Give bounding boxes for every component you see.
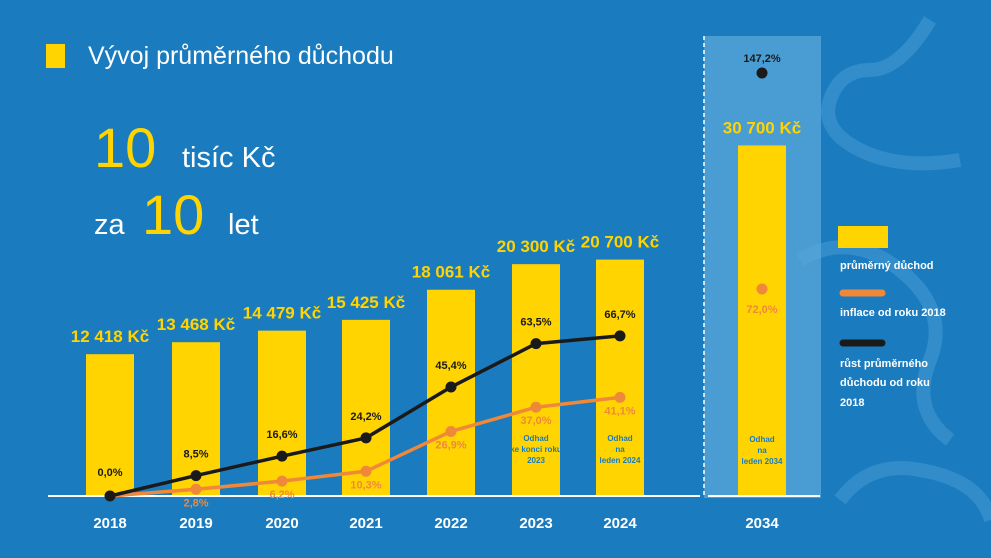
legend-orange-label: inflace od roku 2018	[840, 307, 946, 319]
lines-layer	[104, 67, 768, 502]
bar-2022	[427, 289, 475, 496]
bar-2023	[512, 264, 560, 496]
point-inflation-2024	[614, 391, 626, 403]
annotation-2034-line-2: na	[757, 446, 767, 455]
point-growth-2022	[445, 381, 457, 393]
annotation-2023-line-2: ke konci roku	[510, 445, 562, 454]
bar-value-label-2023: 20 300 Kč	[497, 237, 575, 256]
point-label-growth-2023: 63,5%	[520, 317, 551, 329]
year-label-2019: 2019	[179, 515, 212, 532]
point-inflation-2023	[530, 401, 542, 413]
point-inflation-2034	[756, 283, 768, 295]
bar-2018	[86, 354, 134, 496]
annotation-2034-line-1: Odhad	[749, 435, 774, 444]
point-label-inflation-2021: 10,3%	[350, 479, 381, 491]
bar-value-label-2019: 13 468 Kč	[157, 315, 235, 334]
headline-unit-2: let	[228, 209, 259, 241]
year-label-2021: 2021	[349, 515, 382, 532]
point-inflation-2022	[445, 425, 457, 437]
point-label-inflation-2022: 26,9%	[435, 439, 466, 451]
bar-value-label-2022: 18 061 Kč	[412, 263, 490, 282]
point-growth-2018	[104, 490, 116, 502]
year-label-2022: 2022	[434, 515, 467, 532]
bar-value-label-2024: 20 700 Kč	[581, 233, 659, 252]
year-label-2018: 2018	[93, 515, 126, 532]
legend: průměrný důchod inflace od roku 2018 růs…	[838, 226, 946, 409]
point-growth-2019	[190, 470, 202, 482]
point-growth-2024	[614, 330, 626, 342]
bar-2020	[258, 330, 306, 496]
page-title: Vývoj průměrného důchodu	[88, 42, 394, 70]
annotation-2024-line-2: na	[615, 445, 625, 454]
legend-black-label-1: růst průměrného	[840, 358, 928, 370]
point-growth-2034	[756, 67, 768, 79]
labels-layer: 12 418 Kč 2018 13 468 Kč 2019 14 479 Kč 2020 1…	[71, 53, 801, 532]
point-label-inflation-2024: 41,1%	[604, 405, 635, 417]
point-inflation-2021	[360, 465, 372, 477]
point-label-inflation-2020: 6,2%	[269, 489, 294, 501]
point-growth-2020	[276, 450, 288, 462]
bar-value-label-2020: 14 479 Kč	[243, 304, 321, 323]
headline-unit-1: tisíc Kč	[182, 142, 275, 174]
point-inflation-2019	[190, 483, 202, 495]
point-label-growth-2022: 45,4%	[435, 360, 466, 372]
point-growth-2021	[360, 432, 372, 444]
year-label-2023: 2023	[519, 515, 552, 532]
bars-layer	[86, 145, 786, 496]
point-label-growth-2020: 16,6%	[266, 429, 297, 441]
annotation-2024-line-3: leden 2024	[600, 456, 641, 465]
bar-value-label-2018: 12 418 Kč	[71, 327, 149, 346]
headline-big-1: 10	[94, 116, 156, 179]
bar-value-label-2034: 30 700 Kč	[723, 118, 801, 137]
legend-bar-swatch	[838, 226, 888, 248]
point-inflation-2020	[276, 475, 288, 487]
point-label-growth-2018: 0,0%	[97, 467, 122, 479]
point-label-growth-2021: 24,2%	[350, 411, 381, 423]
year-label-2034: 2034	[745, 515, 779, 532]
year-label-2020: 2020	[265, 515, 298, 532]
annotation-2034-line-3: leden 2034	[742, 457, 783, 466]
legend-bar-label: průměrný důchod	[840, 260, 934, 272]
point-label-inflation-2019: 2,8%	[183, 497, 208, 509]
bar-value-label-2021: 15 425 Kč	[327, 293, 405, 312]
point-label-growth-2034: 147,2%	[743, 53, 781, 65]
headline-word: za	[94, 209, 126, 241]
point-label-growth-2019: 8,5%	[183, 449, 208, 461]
headline-big-2: 10	[142, 183, 204, 246]
point-label-growth-2024: 66,7%	[604, 309, 635, 321]
bar-2034	[738, 145, 786, 496]
legend-black-label-2: důchodu od roku	[840, 377, 930, 389]
annotation-2024-line-1: Odhad	[607, 434, 632, 443]
point-label-inflation-2023: 37,0%	[520, 415, 551, 427]
year-label-2024: 2024	[603, 515, 637, 532]
point-growth-2023	[530, 338, 542, 350]
point-label-inflation-2034: 72,0%	[746, 304, 777, 316]
legend-black-label-3: 2018	[840, 397, 864, 409]
title-marker	[46, 44, 65, 68]
annotation-2023-line-1: Odhad	[523, 434, 548, 443]
annotation-2023-line-3: 2023	[527, 456, 545, 465]
bar-2024	[596, 259, 644, 496]
